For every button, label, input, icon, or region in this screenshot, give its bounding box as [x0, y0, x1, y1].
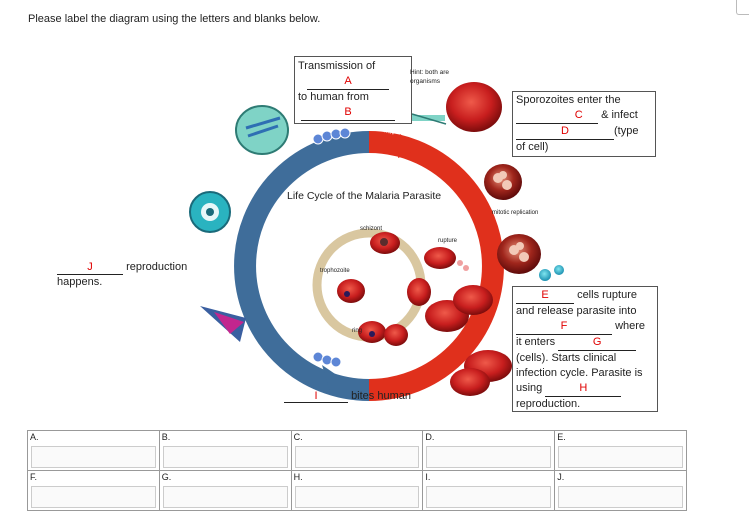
hint-line2: organisms	[410, 78, 440, 85]
answer-input-j[interactable]	[558, 486, 683, 508]
cells-rupture-line6: infection cycle. Parasite is	[516, 367, 643, 379]
answer-cell-h: H.	[290, 470, 424, 511]
answer-table: A. B. C. D. E. F. G. H. I. J.	[27, 430, 687, 511]
answer-label-h: H.	[293, 472, 303, 482]
blank-g-letter: G	[592, 336, 602, 348]
transmission-line2: to human from	[298, 91, 369, 103]
answer-label-i: I.	[425, 472, 431, 482]
answer-label-a: A.	[30, 432, 39, 442]
answer-input-g[interactable]	[162, 486, 288, 508]
bites-label: I bites human	[284, 390, 411, 403]
transmission-box: Transmission of A to human from B	[294, 56, 412, 124]
answer-cell-i: I.	[422, 470, 556, 511]
cycle-ring-red	[368, 131, 504, 401]
answer-input-i[interactable]	[426, 486, 552, 508]
instruction-text: Please label the diagram using the lette…	[28, 13, 321, 25]
right-rbcs	[407, 82, 564, 396]
answer-label-f: F.	[30, 472, 38, 482]
hint-text: Hint: both are organisms	[410, 68, 449, 86]
answer-input-h[interactable]	[294, 486, 420, 508]
answer-input-a[interactable]	[31, 446, 156, 468]
answer-cell-g: G.	[158, 470, 292, 511]
blank-b-letter: B	[344, 106, 352, 118]
blank-f-letter: F	[560, 320, 568, 332]
answer-input-c[interactable]	[294, 446, 420, 468]
ring-bubbles-top	[312, 127, 351, 145]
answer-input-f[interactable]	[31, 486, 156, 508]
ring-stage-label: ring	[352, 328, 363, 334]
reproduction-text: reproduction	[126, 261, 188, 273]
sporozoites-box: Sporozoites enter the C & infect D (type …	[512, 91, 656, 157]
cells-rupture-line5: (cells). Starts clinical	[516, 352, 617, 364]
cells-rupture-box: E cells rupture and release parasite int…	[512, 286, 658, 412]
ring-arrow-head	[322, 365, 344, 392]
answer-input-d[interactable]	[426, 446, 552, 468]
ring-bubbles-bottom	[312, 351, 342, 368]
ring-arrow-head-top	[398, 134, 420, 158]
answer-label-e: E.	[557, 432, 566, 442]
blank-d-letter: D	[561, 125, 569, 137]
answer-row-2: F. G. H. I. J.	[27, 470, 687, 511]
blank-h-letter: H	[579, 382, 588, 394]
schizont-label: schizont	[360, 226, 383, 232]
bites-text: bites human	[351, 390, 411, 402]
window-corner	[736, 0, 749, 15]
answer-label-c: C.	[293, 432, 303, 442]
blank-j-letter: J	[87, 261, 93, 273]
sporozoites-line3: of cell)	[516, 141, 549, 153]
answer-cell-e: E.	[554, 430, 687, 471]
cells-rupture-line8: reproduction.	[516, 398, 581, 410]
answer-cell-j: J.	[554, 470, 687, 511]
trophozoite-label: trophozoite	[320, 268, 350, 274]
reproduction-line2: happens.	[57, 276, 103, 288]
hint-line1: Hint: both are	[410, 69, 450, 76]
answer-input-b[interactable]	[162, 446, 288, 468]
answer-label-g: G.	[161, 472, 172, 482]
cells-rupture-line7: using	[516, 382, 543, 394]
cells-rupture-line4: it enters	[516, 336, 556, 348]
sporozoites-line1: Sporozoites enter the	[516, 94, 621, 106]
blank-i-letter: I	[314, 390, 318, 402]
sporozoite-stream	[409, 113, 447, 125]
answer-label-d: D.	[425, 432, 435, 442]
answer-row-1: A. B. C. D. E.	[27, 430, 687, 471]
answer-label-j: J.	[557, 472, 565, 482]
answer-label-b: B.	[161, 432, 171, 442]
answer-cell-c: C.	[290, 430, 424, 471]
reproduction-label: J reproduction happens.	[57, 260, 187, 289]
answer-cell-a: A.	[27, 430, 160, 471]
sporozoites-after-d: (type	[614, 125, 639, 137]
cells-rupture-after-f: where	[615, 320, 646, 332]
cycle-ring-blue	[234, 131, 370, 401]
sporozoites-after-c: & infect	[601, 109, 638, 121]
left-mosquito-stage-cells	[189, 105, 289, 342]
blank-e-letter: E	[541, 289, 549, 301]
cells-rupture-after-e: cells rupture	[577, 289, 637, 301]
blank-c-letter: C	[574, 109, 583, 121]
rupture-label: rupture	[438, 238, 458, 244]
inner-rbcs	[337, 232, 469, 346]
cycle-title: Life Cycle of the Malaria Parasite	[287, 190, 442, 202]
answer-cell-b: B.	[158, 430, 292, 471]
answer-cell-f: F.	[27, 470, 160, 511]
mitotic-replication-label: mitotic replication	[492, 210, 539, 216]
blank-a-letter: A	[344, 75, 352, 87]
answer-cell-d: D.	[422, 430, 556, 471]
answer-input-e[interactable]	[558, 446, 683, 468]
cells-rupture-line2: and release parasite into	[516, 305, 637, 317]
transmission-line1: Transmission of	[298, 60, 376, 72]
